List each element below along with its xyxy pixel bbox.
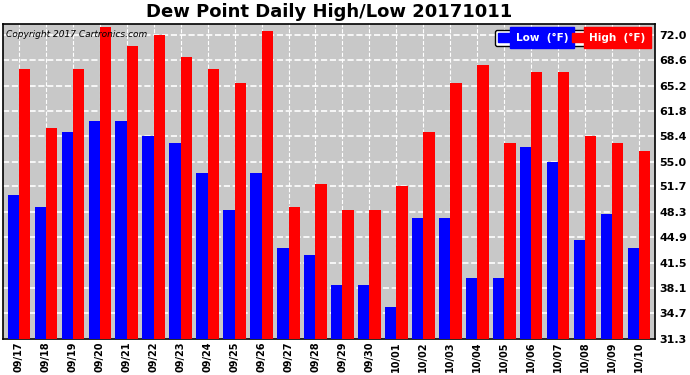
Bar — [250, 173, 262, 339]
Bar — [504, 143, 515, 339]
Bar — [412, 218, 424, 339]
Bar — [385, 308, 396, 339]
Bar — [19, 69, 30, 339]
Bar — [369, 210, 381, 339]
Bar — [304, 255, 315, 339]
Bar — [601, 214, 612, 339]
Bar — [288, 207, 300, 339]
Bar — [520, 147, 531, 339]
Bar — [466, 278, 477, 339]
Bar — [396, 186, 408, 339]
Bar — [315, 184, 327, 339]
Bar — [451, 84, 462, 339]
Bar — [46, 128, 57, 339]
Bar — [277, 248, 288, 339]
Bar — [262, 31, 273, 339]
Bar — [546, 162, 558, 339]
Bar — [585, 136, 596, 339]
Bar — [88, 121, 100, 339]
Bar — [115, 121, 127, 339]
Bar — [342, 210, 354, 339]
Bar — [127, 46, 138, 339]
Bar — [558, 72, 569, 339]
Bar — [424, 132, 435, 339]
Bar — [169, 143, 181, 339]
Bar — [331, 285, 342, 339]
Bar — [154, 35, 165, 339]
Bar — [531, 72, 542, 339]
Bar — [235, 84, 246, 339]
Bar — [493, 278, 504, 339]
Text: Copyright 2017 Cartronics.com: Copyright 2017 Cartronics.com — [6, 30, 147, 39]
Bar — [439, 218, 451, 339]
Bar — [34, 207, 46, 339]
Bar — [100, 27, 111, 339]
Title: Dew Point Daily High/Low 20171011: Dew Point Daily High/Low 20171011 — [146, 3, 512, 21]
Bar — [477, 65, 489, 339]
Bar — [8, 195, 19, 339]
Bar — [61, 132, 73, 339]
Legend: Low  (°F), High  (°F): Low (°F), High (°F) — [495, 30, 649, 46]
Bar — [73, 69, 84, 339]
Bar — [628, 248, 639, 339]
Bar — [612, 143, 623, 339]
Bar — [639, 151, 651, 339]
Bar — [197, 173, 208, 339]
Bar — [358, 285, 369, 339]
Bar — [224, 210, 235, 339]
Bar — [208, 69, 219, 339]
Bar — [142, 136, 154, 339]
Bar — [181, 57, 192, 339]
Bar — [574, 240, 585, 339]
